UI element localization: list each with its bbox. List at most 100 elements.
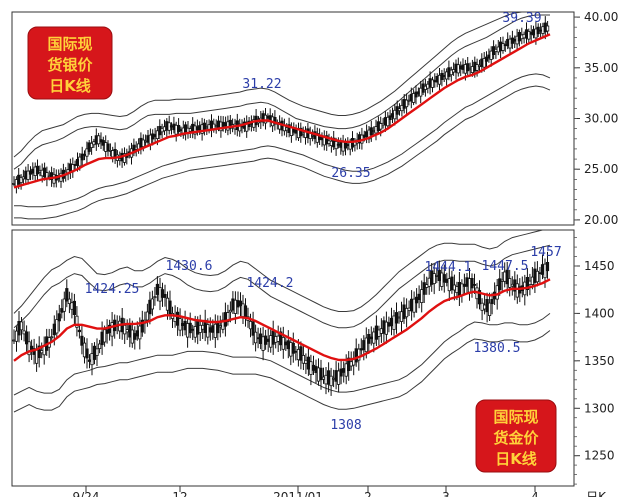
candle-body	[379, 328, 384, 334]
candle-body	[153, 296, 157, 299]
candle-body	[339, 368, 343, 377]
candle-body	[231, 298, 235, 311]
candle-body	[386, 116, 390, 127]
candle-body	[342, 368, 346, 373]
candle-body	[35, 349, 39, 364]
candle-body	[450, 276, 454, 291]
gold-candles	[12, 251, 550, 396]
candle-body	[158, 287, 162, 302]
candle-body	[263, 114, 268, 124]
candle-body	[440, 272, 444, 287]
candle-body	[452, 284, 457, 291]
candle-body	[407, 307, 411, 312]
candle-body	[467, 278, 472, 293]
candle-body	[276, 335, 280, 342]
candle-body	[284, 341, 288, 346]
candle-body	[22, 330, 26, 335]
candle-body	[82, 342, 87, 358]
silver-badge-line-1: 国际现	[47, 35, 92, 53]
candle-body	[233, 299, 237, 314]
candle-body	[92, 345, 97, 360]
candle-body	[90, 353, 94, 366]
candle-body	[309, 361, 313, 375]
value-annotation: 39.39	[502, 11, 541, 26]
candle-body	[377, 329, 381, 337]
candle-body	[495, 285, 499, 300]
candle-body	[301, 354, 306, 364]
candle-body	[425, 284, 429, 288]
gold-bands	[13, 229, 551, 413]
y-tick-label: 1400	[584, 306, 615, 320]
candle-body	[85, 348, 89, 359]
x-tick-label: 12	[172, 490, 187, 497]
candle-body	[414, 91, 418, 98]
candle-body	[50, 336, 54, 339]
x-tick-label: 2	[364, 490, 372, 497]
value-annotation: 26.35	[331, 166, 370, 181]
candle-body	[98, 343, 102, 349]
candle-body	[367, 333, 371, 344]
candle-body	[55, 319, 59, 334]
band-line	[13, 313, 551, 396]
candle-body	[362, 340, 366, 351]
band-line	[14, 73, 551, 208]
candle-body	[538, 272, 542, 275]
candle-body	[427, 277, 431, 287]
silver-badge-line-3: 日K线	[49, 77, 91, 95]
silver-bands	[13, 11, 551, 220]
candle-body	[123, 324, 127, 335]
candle-body	[372, 331, 376, 344]
candle-body	[291, 342, 295, 354]
candle-body	[432, 273, 436, 285]
candle-body	[228, 309, 232, 313]
gold-badge-line-3: 日K线	[495, 450, 537, 468]
band-line	[13, 14, 550, 170]
candle-body	[193, 326, 197, 338]
candle-body	[397, 316, 401, 319]
candle-body	[404, 99, 409, 108]
candle-body	[447, 278, 451, 292]
candle-body	[489, 50, 493, 60]
value-annotation: 1424.25	[85, 282, 140, 297]
y-tick-label: 1450	[584, 259, 615, 273]
candle-body	[414, 296, 419, 304]
candle-body	[130, 329, 134, 344]
candle-body	[420, 289, 424, 304]
candle-body	[256, 337, 260, 340]
candle-body	[19, 176, 23, 183]
silver-badge-line-2: 货银价	[47, 56, 93, 74]
candle-body	[198, 324, 202, 333]
candle-body	[324, 374, 328, 385]
candle-body	[374, 325, 379, 340]
candle-body	[60, 308, 64, 313]
candle-body	[175, 311, 180, 326]
candle-body	[155, 283, 159, 295]
candle-body	[484, 56, 489, 62]
candle-body	[465, 277, 469, 287]
date-axis: 9/24 12 2011/01 2 3 4 日K	[73, 486, 607, 501]
candle-body	[160, 289, 165, 298]
candle-body	[271, 330, 275, 345]
y-tick-label: 25.00	[584, 162, 618, 176]
candle-body	[286, 340, 290, 350]
candle-body	[482, 304, 487, 310]
candle-body	[12, 339, 16, 342]
candle-body	[241, 303, 245, 317]
candle-body	[40, 350, 44, 354]
candle-body	[100, 331, 104, 346]
candle-body	[85, 148, 89, 157]
candle-body	[314, 366, 318, 373]
band-line	[13, 330, 551, 413]
candle-body	[208, 327, 212, 333]
candle-body	[87, 359, 92, 362]
candle-body	[445, 278, 449, 283]
candle-body	[26, 170, 30, 180]
candle-body	[331, 377, 336, 380]
candle-body	[168, 300, 172, 315]
candle-body	[183, 320, 187, 331]
candle-body	[299, 127, 303, 137]
candle-body	[299, 346, 303, 361]
candle-body	[19, 321, 24, 331]
y-tick-label: 30.00	[584, 112, 618, 126]
candle-body	[388, 115, 392, 121]
